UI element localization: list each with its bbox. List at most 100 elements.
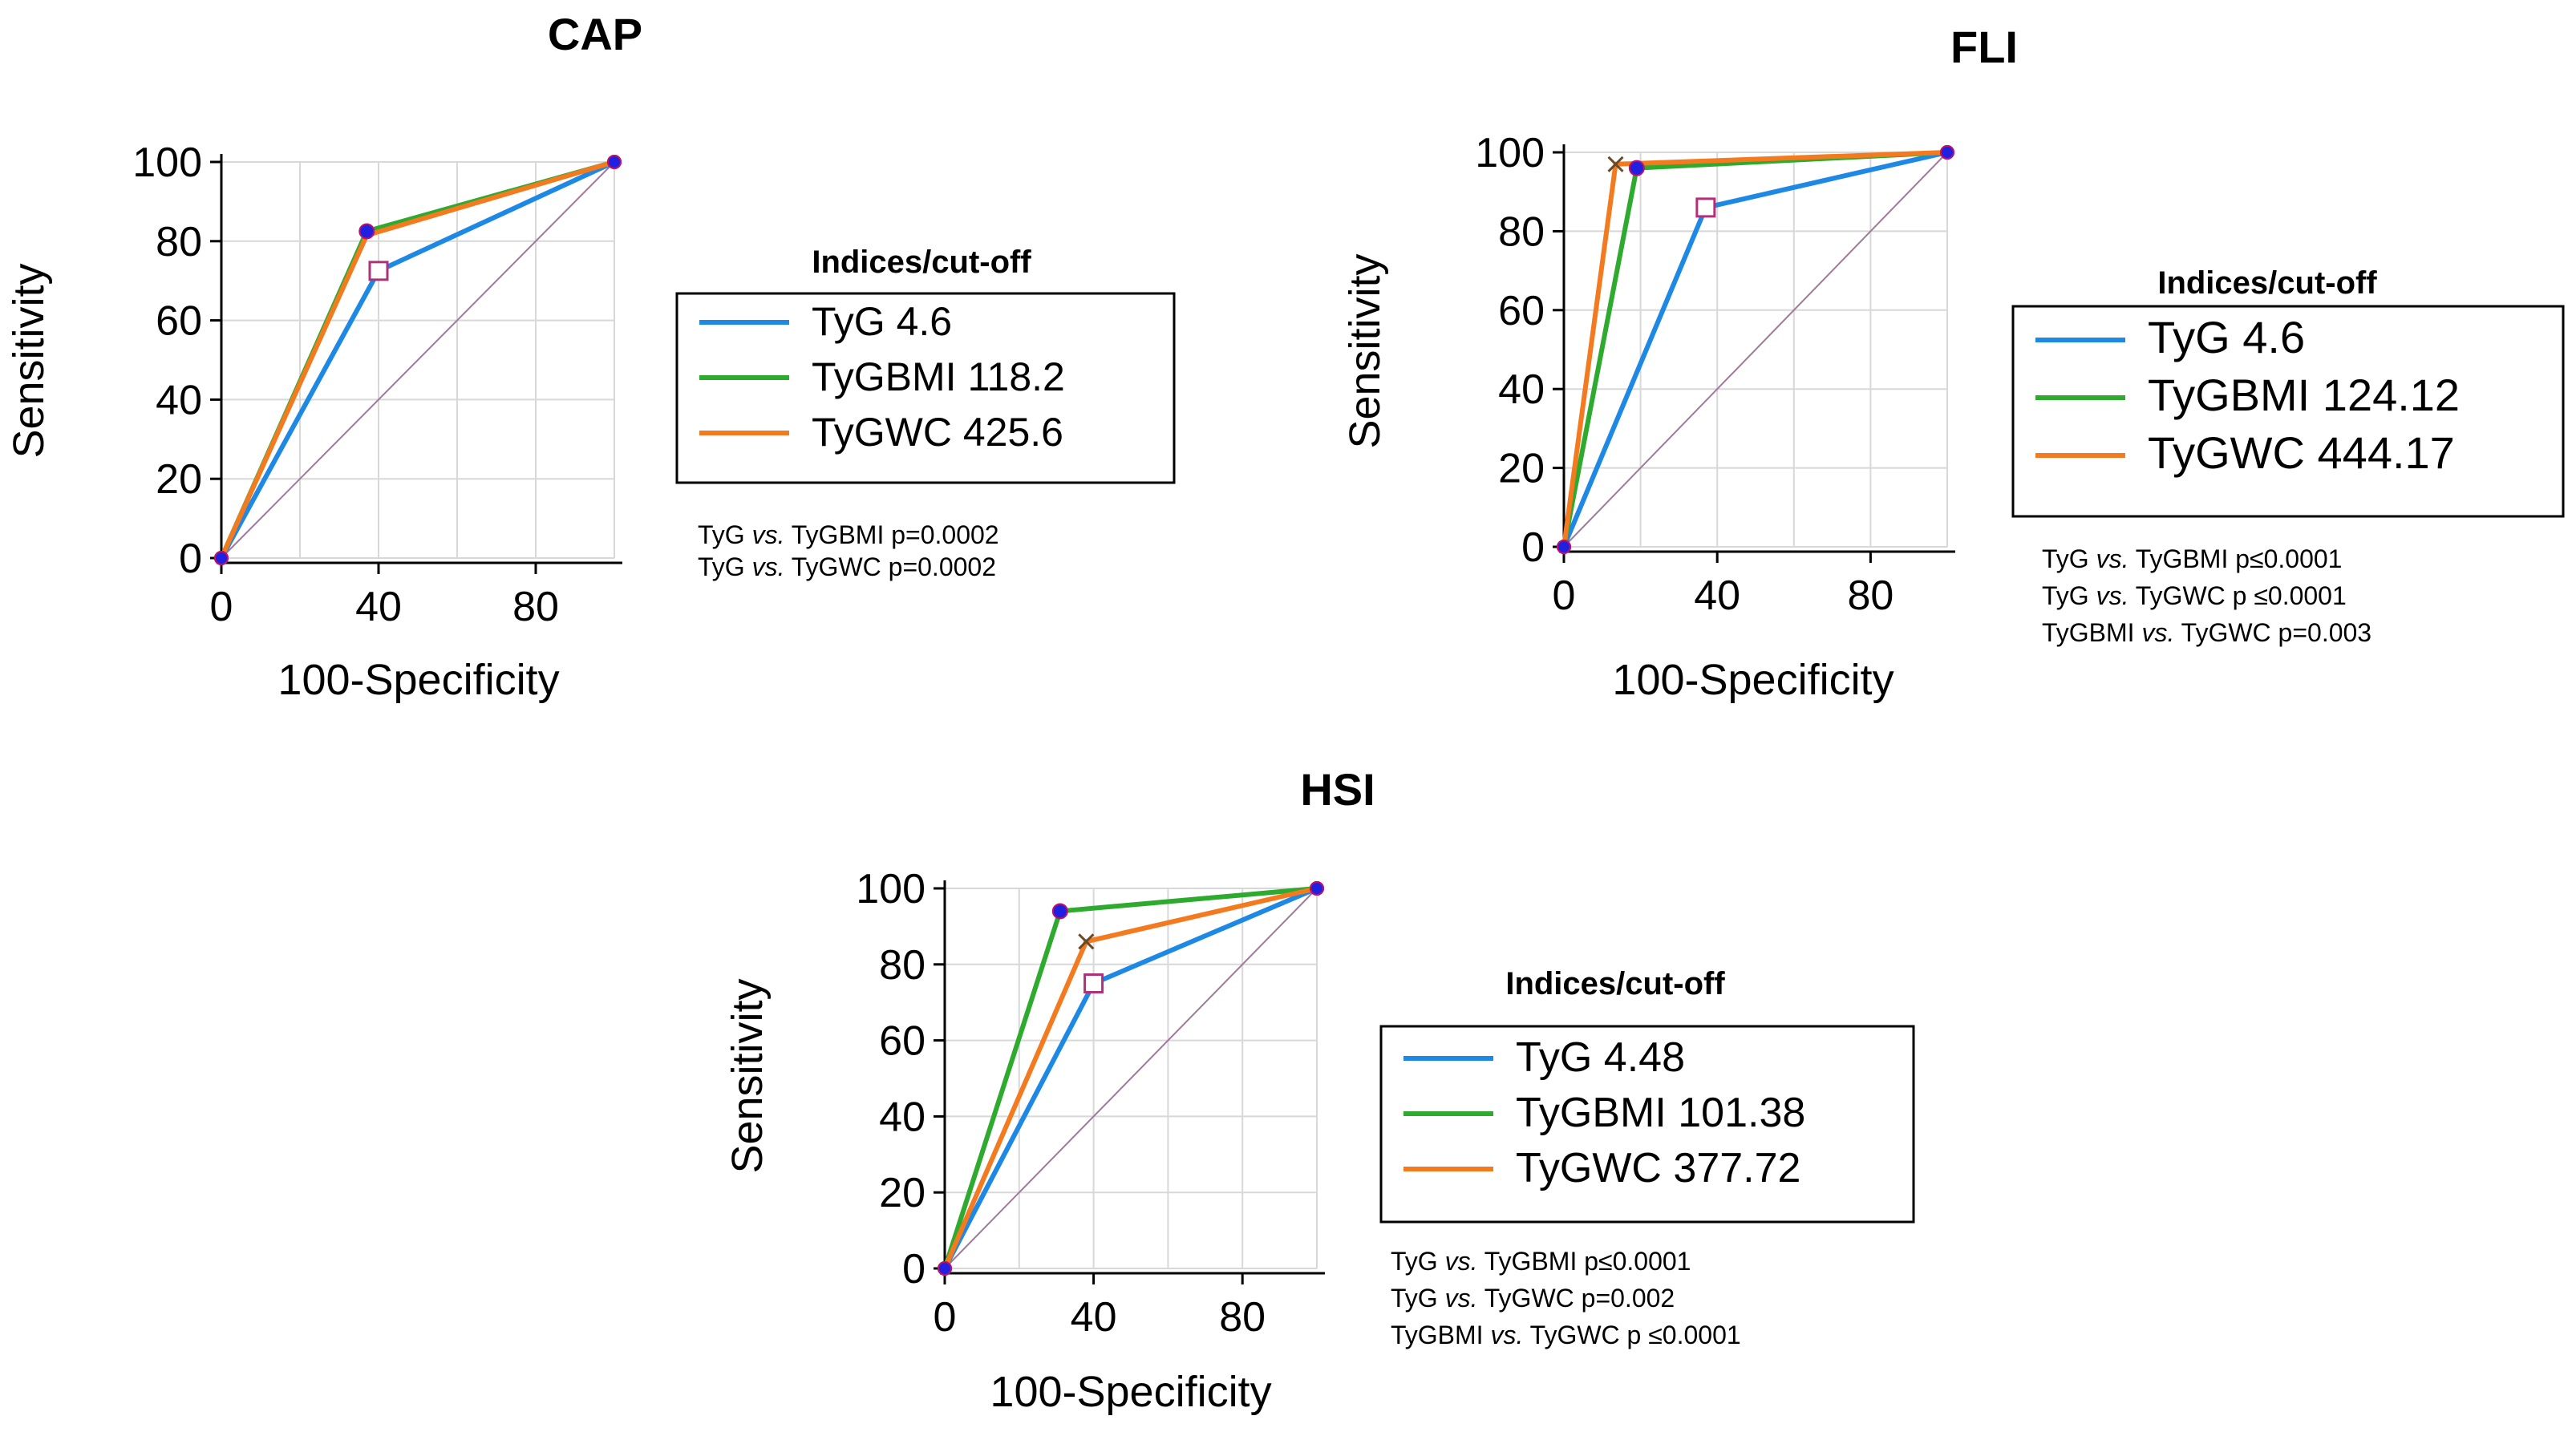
- comparison-note: TyGBMI vs. TyGWC p=0.003: [2042, 618, 2371, 647]
- legend-title: Indices/cut-off: [1505, 966, 1725, 1001]
- y-axis-label: Sensitivity: [5, 263, 53, 458]
- comparison-a: TyG: [1391, 1284, 1438, 1313]
- x-tick-label: 40: [1694, 572, 1740, 619]
- comparison-b: TyGBMI p≤0.0001: [1484, 1247, 1691, 1276]
- y-tick-label: 60: [1498, 288, 1545, 334]
- y-tick-label: 40: [1498, 366, 1545, 413]
- y-tick-label: 100: [856, 866, 925, 912]
- x-axis-label: 100-Specificity: [990, 1368, 1271, 1416]
- cutoff-marker-tygbmi: [358, 223, 375, 240]
- cutoff-marker-tyg: [1695, 197, 1716, 218]
- comparison-a: TyG: [698, 520, 745, 549]
- y-tick-label: 40: [156, 377, 202, 423]
- comparison-vs: vs.: [2096, 581, 2129, 610]
- y-tick-label: 0: [179, 536, 202, 582]
- y-tick-label: 0: [902, 1246, 925, 1292]
- endpoint-marker: [938, 1261, 952, 1276]
- legend-entry: TyGWC 377.72: [1516, 1145, 1800, 1191]
- cutoff-marker-tygwc: [1078, 933, 1095, 950]
- comparison-b: TyGWC p=0.002: [1484, 1284, 1675, 1313]
- y-tick-label: 20: [1498, 446, 1545, 492]
- legend-entry: TyG 4.6: [2148, 312, 2305, 362]
- y-tick-label: 80: [879, 942, 925, 989]
- x-tick-label: 0: [934, 1294, 957, 1341]
- endpoint-marker: [1557, 540, 1571, 554]
- legend-entry: TyG 4.6: [812, 299, 952, 344]
- x-tick-label: 40: [1071, 1294, 1117, 1341]
- y-axis-label: Sensitivity: [1341, 253, 1389, 448]
- reference-diagonal: [944, 888, 1318, 1269]
- x-tick-label: 80: [1219, 1294, 1266, 1341]
- comparison-a: TyG: [2042, 581, 2089, 610]
- legend-entry: TyGBMI 101.38: [1516, 1090, 1805, 1136]
- legend-entry: TyG 4.48: [1516, 1034, 1685, 1081]
- chart-hsi: HSI 0 20 40 60 80 100 0 40 80 100-Specificity Sensi…: [723, 764, 1915, 1416]
- comparison-vs: vs.: [752, 552, 785, 581]
- comparison-a: TyG: [698, 552, 745, 581]
- x-tick-label: 80: [512, 584, 559, 630]
- comparison-a: TyGBMI: [2042, 618, 2135, 647]
- comparison-vs: vs.: [2096, 544, 2129, 573]
- comparison-b: TyGWC p ≤0.0001: [1530, 1321, 1741, 1349]
- legend-title: Indices/cut-off: [812, 245, 1031, 280]
- legend-entry: TyGBMI 118.2: [812, 354, 1065, 399]
- comparison-vs: vs.: [1490, 1321, 1523, 1349]
- comparison-b: TyGWC p ≤0.0001: [2136, 581, 2347, 610]
- x-tick-label: 40: [355, 584, 402, 630]
- y-axis-label: Sensitivity: [723, 978, 772, 1173]
- y-tick-label: 40: [879, 1094, 925, 1140]
- legend-box: [675, 292, 1176, 484]
- y-tick-label: 60: [156, 298, 202, 345]
- y-tick-label: 60: [879, 1018, 925, 1065]
- reference-diagonal: [1563, 152, 1948, 548]
- cutoff-marker-tyg: [368, 261, 389, 281]
- endpoint-marker: [607, 155, 622, 169]
- legend-box: [2011, 305, 2565, 518]
- chart-title: HSI: [1300, 764, 1375, 815]
- legend-entry: TyGWC 444.17: [2148, 427, 2455, 478]
- comparison-vs: vs.: [1445, 1247, 1478, 1276]
- comparison-vs: vs.: [2141, 618, 2174, 647]
- x-axis-label: 100-Specificity: [277, 656, 559, 704]
- comparison-note: TyG vs. TyGWC p=0.0002: [698, 552, 996, 581]
- y-tick-label: 20: [156, 456, 202, 503]
- endpoint-marker: [1310, 881, 1324, 896]
- chart-title: CAP: [548, 9, 642, 59]
- comparison-b: TyGWC p=0.0002: [792, 552, 996, 581]
- comparison-a: TyGBMI: [1391, 1321, 1484, 1349]
- legend-entry: TyGWC 425.6: [812, 410, 1063, 455]
- x-axis-label: 100-Specificity: [1612, 656, 1894, 704]
- y-tick-label: 80: [156, 219, 202, 265]
- comparison-a: TyG: [2042, 544, 2089, 573]
- cutoff-marker-tygwc: [1607, 156, 1624, 172]
- cutoff-marker-tygbmi: [1628, 160, 1645, 176]
- cutoff-marker-tygbmi: [1051, 903, 1068, 920]
- y-tick-label: 0: [1521, 524, 1545, 571]
- legend-entry: TyGBMI 124.12: [2148, 370, 2460, 420]
- comparison-a: TyG: [1391, 1247, 1438, 1276]
- legend-box: [1379, 1025, 1915, 1224]
- y-tick-label: 80: [1498, 208, 1545, 255]
- comparison-b: TyGBMI p≤0.0001: [2136, 544, 2343, 573]
- x-tick-label: 0: [1553, 572, 1576, 619]
- comparison-note: TyG vs. TyGWC p ≤0.0001: [2042, 581, 2347, 610]
- endpoint-marker: [1940, 145, 1954, 160]
- chart-fli: FLI 0 20 40 60 80 100 0 40 80 100-Specificity Sensi…: [1341, 22, 2565, 704]
- y-tick-label: 20: [879, 1170, 925, 1216]
- y-tick-label: 100: [1475, 130, 1545, 176]
- x-tick-label: 0: [210, 584, 233, 630]
- comparison-vs: vs.: [752, 520, 785, 549]
- comparison-note: TyGBMI vs. TyGWC p ≤0.0001: [1391, 1321, 1741, 1349]
- endpoint-marker: [214, 551, 229, 565]
- comparison-vs: vs.: [1445, 1284, 1478, 1313]
- legend-title: Indices/cut-off: [2157, 265, 2377, 301]
- chart-cap: CAP 0 20 40 60 80 100 0 40 80 100-Specificity Sensi…: [5, 9, 1176, 704]
- comparison-note: TyG vs. TyGBMI p≤0.0001: [2042, 544, 2342, 573]
- comparison-note: TyG vs. TyGBMI p=0.0002: [698, 520, 999, 549]
- comparison-note: TyG vs. TyGBMI p≤0.0001: [1391, 1247, 1691, 1276]
- cutoff-marker-tyg: [1083, 973, 1104, 993]
- chart-title: FLI: [1950, 22, 2018, 72]
- comparison-note: TyG vs. TyGWC p=0.002: [1391, 1284, 1675, 1313]
- y-tick-label: 100: [132, 140, 202, 186]
